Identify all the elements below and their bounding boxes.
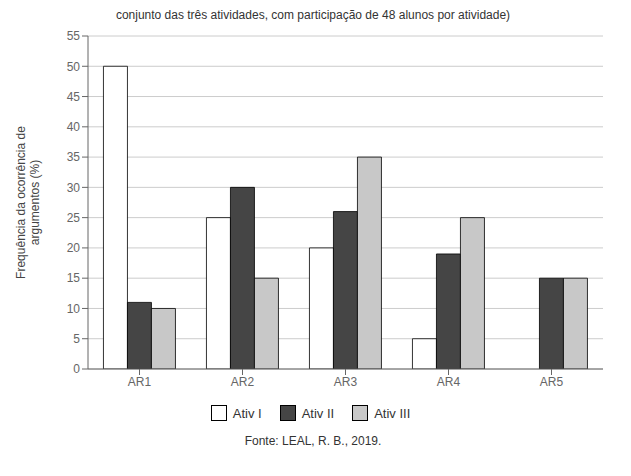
svg-text:AR5: AR5: [540, 375, 564, 389]
html-text:Fonte: LEAL, R. B., 2019.: Fonte: LEAL, R. B., 2019.: [244, 434, 382, 448]
html-text:Ativ I: Ativ I: [232, 405, 262, 421]
svg-text:Frequência da ocorrência dearg: Frequência da ocorrência deargumentos (%…: [14, 126, 42, 279]
html-text:Ativ III: Ativ III: [374, 405, 411, 421]
svg-text:55: 55: [67, 29, 81, 43]
svg-text:10: 10: [67, 302, 81, 316]
svg-text:50: 50: [67, 60, 81, 74]
svg-text:40: 40: [67, 120, 81, 134]
svg-text:15: 15: [67, 271, 81, 285]
svg-text:45: 45: [67, 90, 81, 104]
svg-text:AR2: AR2: [231, 375, 255, 389]
svg-text:20: 20: [67, 241, 81, 255]
svg-text:0: 0: [73, 362, 80, 376]
html-text:conjunto das três atividades,: conjunto das três atividades, com partic…: [115, 8, 511, 22]
svg-text:AR1: AR1: [128, 375, 152, 389]
svg-text:25: 25: [67, 211, 81, 225]
svg-text:AR3: AR3: [334, 375, 358, 389]
svg-text:30: 30: [67, 181, 81, 195]
svg-text:AR4: AR4: [437, 375, 461, 389]
svg-text:35: 35: [67, 150, 81, 164]
svg-text:5: 5: [73, 332, 80, 346]
html-text:Ativ II: Ativ II: [301, 405, 335, 421]
